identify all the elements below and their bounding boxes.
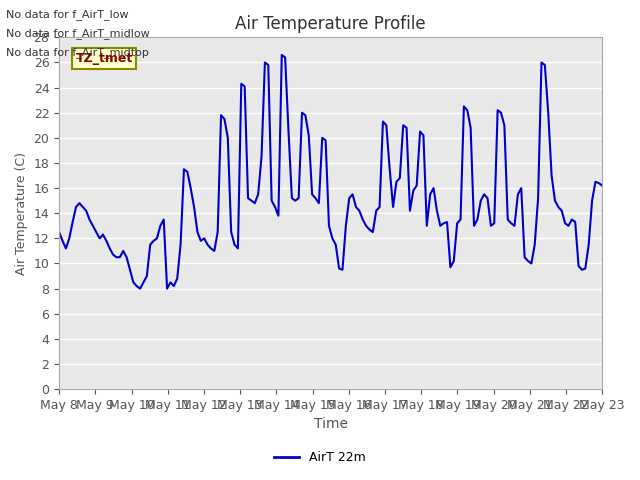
X-axis label: Time: Time bbox=[314, 418, 348, 432]
Text: No data for f_AirT_midtop: No data for f_AirT_midtop bbox=[6, 47, 149, 58]
Title: Air Temperature Profile: Air Temperature Profile bbox=[236, 15, 426, 33]
Text: TZ_tmet: TZ_tmet bbox=[76, 52, 132, 65]
Y-axis label: Air Temperature (C): Air Temperature (C) bbox=[15, 152, 28, 275]
Text: No data for f_AirT_midlow: No data for f_AirT_midlow bbox=[6, 28, 150, 39]
Text: No data for f_AirT_low: No data for f_AirT_low bbox=[6, 9, 129, 20]
Legend: AirT 22m: AirT 22m bbox=[269, 446, 371, 469]
